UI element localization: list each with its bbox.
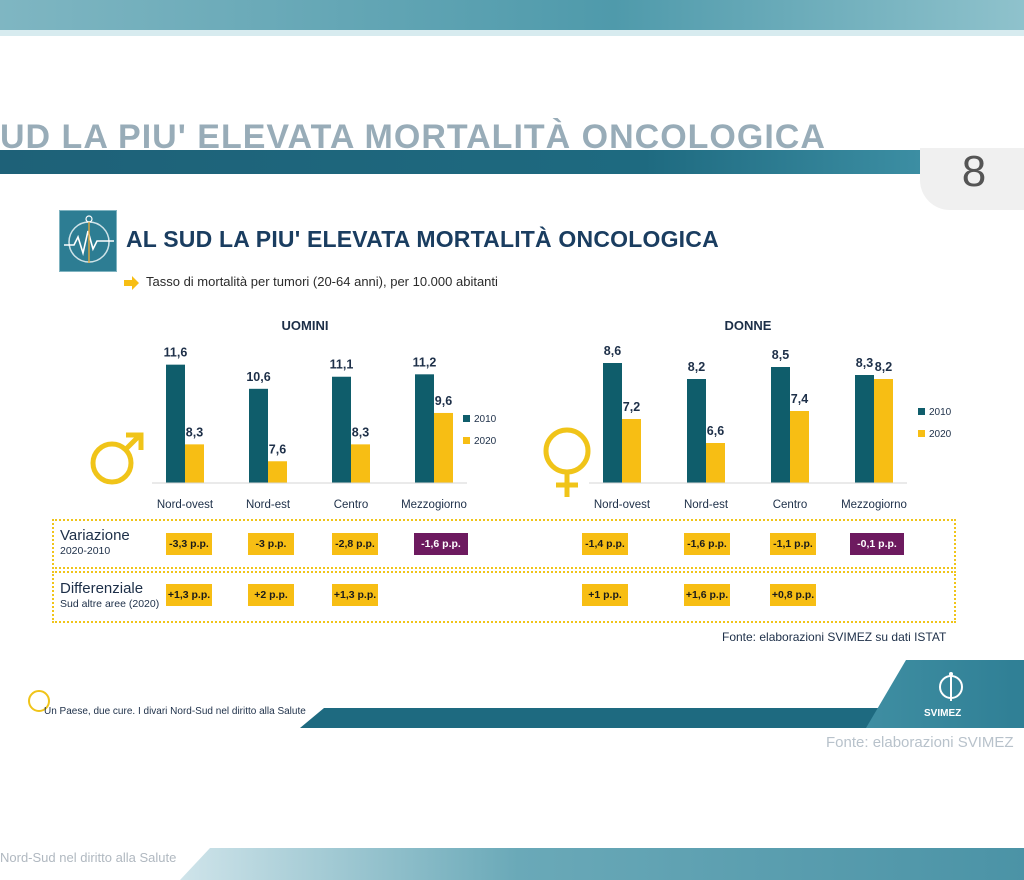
legend-swatch-0-0 bbox=[463, 415, 470, 422]
category-label-0-3: Mezzogiorno bbox=[401, 499, 467, 511]
data-label-donne-2010-2: 8,5 bbox=[772, 348, 789, 362]
chart-subtitle: Tasso di mortalità per tumori (20-64 ann… bbox=[146, 274, 498, 289]
bottom-decorative-band bbox=[180, 848, 1024, 880]
bar-donne-2020-3 bbox=[874, 379, 893, 483]
bar-uomini-2020-2 bbox=[351, 444, 370, 483]
ghost-title: UD LA PIU' ELEVATA MORTALITÀ ONCOLOGICA bbox=[0, 118, 826, 156]
table-pill-uomini-0-0: -3,3 p.p. bbox=[166, 533, 212, 555]
slide-title: AL SUD LA PIU' ELEVATA MORTALITÀ ONCOLOG… bbox=[126, 226, 719, 252]
table-pill-donne-0-1: -1,6 p.p. bbox=[684, 533, 730, 555]
data-label-donne-2010-3: 8,3 bbox=[856, 356, 873, 370]
bar-uomini-2010-2 bbox=[332, 376, 351, 483]
footer-circle-icon bbox=[28, 690, 50, 712]
data-label-uomini-2020-0: 8,3 bbox=[186, 425, 203, 439]
bar-uomini-2010-3 bbox=[415, 374, 434, 483]
chart-title-1: DONNE bbox=[725, 318, 772, 333]
data-label-donne-2020-1: 6,6 bbox=[707, 424, 724, 438]
footer-text: Un Paese, due cure. I divari Nord-Sud ne… bbox=[44, 706, 306, 717]
legend-swatch-1-1 bbox=[918, 430, 925, 437]
table-pill-uomini-0-3: -1,6 p.p. bbox=[414, 533, 468, 555]
table-pill-donne-1-0: +1 p.p. bbox=[582, 584, 628, 606]
variazione-row-box bbox=[52, 519, 956, 569]
category-label-1-2: Centro bbox=[773, 499, 808, 511]
bar-uomini-2020-0 bbox=[185, 444, 204, 483]
legend-label-0-1: 2020 bbox=[474, 436, 497, 447]
data-label-donne-2020-0: 7,2 bbox=[623, 400, 640, 414]
data-label-donne-2010-0: 8,6 bbox=[604, 344, 621, 358]
footer-band bbox=[300, 708, 1024, 728]
variazione-label: Variazione 2020-2010 bbox=[60, 527, 130, 557]
bar-donne-2020-0 bbox=[622, 419, 641, 483]
ghost-bottom-text: Nord-Sud nel diritto alla Salute bbox=[0, 850, 177, 865]
bar-uomini-2010-0 bbox=[166, 364, 185, 483]
category-label-1-3: Mezzogiorno bbox=[841, 499, 907, 511]
data-label-donne-2020-2: 7,4 bbox=[791, 392, 808, 406]
table-pill-uomini-1-2: +1,3 p.p. bbox=[332, 584, 378, 606]
bar-donne-2010-0 bbox=[603, 363, 622, 483]
page-number: 8 bbox=[920, 148, 1024, 210]
ghost-footer-source: Fonte: elaborazioni SVIMEZ bbox=[826, 734, 1014, 751]
table-pill-donne-0-2: -1,1 p.p. bbox=[770, 533, 816, 555]
table-pill-donne-0-3: -0,1 p.p. bbox=[850, 533, 904, 555]
slide-top-bar bbox=[0, 150, 920, 174]
bar-uomini-2010-1 bbox=[249, 388, 268, 483]
data-label-uomini-2020-1: 7,6 bbox=[269, 442, 286, 456]
table-pill-uomini-0-1: -3 p.p. bbox=[248, 533, 294, 555]
bar-donne-2010-2 bbox=[771, 367, 790, 483]
data-label-uomini-2020-2: 8,3 bbox=[352, 425, 369, 439]
table-pill-uomini-1-1: +2 p.p. bbox=[248, 584, 294, 606]
bar-donne-2010-1 bbox=[687, 379, 706, 483]
category-label-0-1: Nord-est bbox=[246, 499, 291, 511]
top-decorative-band-inner bbox=[0, 30, 1024, 36]
legend-label-1-1: 2020 bbox=[929, 429, 952, 440]
bar-donne-2010-3 bbox=[855, 375, 874, 483]
bar-donne-2020-2 bbox=[790, 411, 809, 483]
table-pill-donne-0-0: -1,4 p.p. bbox=[582, 533, 628, 555]
svimez-logo-icon bbox=[939, 672, 963, 701]
category-label-1-1: Nord-est bbox=[684, 499, 729, 511]
male-symbol-icon bbox=[90, 432, 144, 485]
legend-swatch-0-1 bbox=[463, 437, 470, 444]
category-label-0-2: Centro bbox=[334, 499, 369, 511]
bar-uomini-2020-1 bbox=[268, 461, 287, 483]
bar-donne-2020-1 bbox=[706, 443, 725, 483]
chart-title-0: UOMINI bbox=[282, 318, 329, 333]
stethoscope-logo-icon bbox=[59, 210, 117, 272]
category-label-0-0: Nord-ovest bbox=[157, 499, 214, 511]
female-symbol-icon bbox=[543, 427, 591, 497]
table-pill-uomini-1-0: +1,3 p.p. bbox=[166, 584, 212, 606]
legend-label-1-0: 2010 bbox=[929, 407, 952, 418]
category-label-1-0: Nord-ovest bbox=[594, 499, 651, 511]
arrow-right-icon bbox=[124, 276, 139, 290]
data-label-uomini-2010-0: 11,6 bbox=[164, 346, 188, 360]
data-label-uomini-2010-1: 10,6 bbox=[246, 370, 270, 384]
data-label-uomini-2010-2: 11,1 bbox=[330, 358, 354, 372]
data-label-donne-2010-1: 8,2 bbox=[688, 360, 705, 374]
data-label-uomini-2010-3: 11,2 bbox=[413, 355, 437, 369]
legend-label-0-0: 2010 bbox=[474, 414, 497, 425]
differenziale-label: Differenziale Sud altre aree (2020) bbox=[60, 580, 160, 610]
differenziale-row-box bbox=[52, 571, 956, 623]
bar-uomini-2020-3 bbox=[434, 412, 453, 483]
table-pill-donne-1-2: +0,8 p.p. bbox=[770, 584, 816, 606]
legend-swatch-1-0 bbox=[918, 408, 925, 415]
data-label-uomini-2020-3: 9,6 bbox=[435, 394, 452, 408]
table-pill-donne-1-1: +1,6 p.p. bbox=[684, 584, 730, 606]
table-pill-uomini-0-2: -2,8 p.p. bbox=[332, 533, 378, 555]
svimez-logo-text: SVIMEZ bbox=[924, 708, 962, 719]
data-label-donne-2020-3: 8,2 bbox=[875, 360, 892, 374]
source-note: Fonte: elaborazioni SVIMEZ su dati ISTAT bbox=[722, 630, 947, 644]
